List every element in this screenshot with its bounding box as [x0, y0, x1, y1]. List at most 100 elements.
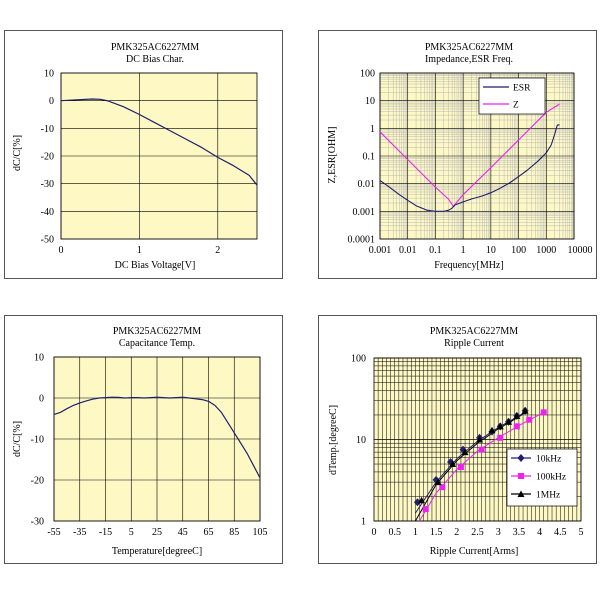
data-point-10khz — [413, 498, 421, 507]
x-tick-label: 5 — [579, 527, 584, 538]
plot-frame — [379, 72, 575, 240]
capacitance-temp-chart: PMK325AC6227MM Capacitance Temp. Tempera… — [12, 326, 268, 557]
x-tick-label: 3 — [496, 527, 501, 538]
x-tick-label: 85 — [229, 527, 239, 538]
x-tick-label: 100 — [511, 245, 526, 256]
data-point-100khz — [513, 423, 520, 430]
legend-z-label: Z — [513, 101, 519, 111]
impedance-chart: PMK325AC6227MM Impedance,ESR Freq. Frequ… — [327, 42, 593, 271]
x-tick-label: 0 — [59, 245, 64, 256]
legend-box — [478, 77, 546, 115]
y-tick-label: -50 — [41, 235, 54, 246]
y-axis-label: Z,ESR[OHM] — [327, 127, 338, 184]
x-axis-label: Ripple Current[Arms] — [430, 546, 519, 557]
legend-10khz-label: 10kHz — [536, 455, 561, 465]
chart-subtitle: DC Bias Char. — [126, 54, 184, 65]
y-tick-label: 10 — [34, 353, 44, 364]
x-tick-label: 0 — [372, 527, 377, 538]
y-tick-label: 0.1 — [363, 152, 376, 163]
y-tick-label: 0.01 — [358, 179, 376, 190]
y-tick-label: -10 — [31, 435, 44, 446]
y-tick-label: -30 — [31, 517, 44, 528]
data-point-1mhz — [434, 478, 442, 486]
y-tick-label: -40 — [41, 207, 54, 218]
data-point-100khz — [478, 446, 485, 453]
y-tick-label: 10 — [44, 69, 54, 80]
x-tick-label: 2.5 — [471, 527, 484, 538]
x-tick-label: 1 — [137, 245, 142, 256]
data-point-1mhz — [418, 496, 426, 504]
y-tick-label: 0.001 — [353, 207, 376, 218]
dc-bias-chart: PMK325AC6227MM DC Bias Char. DC Bias Vol… — [12, 42, 258, 271]
data-point-100khz — [540, 409, 547, 416]
chart-subtitle: Ripple Current — [444, 338, 504, 349]
impedance-chart-panel: PMK325AC6227MM Impedance,ESR Freq. Frequ… — [318, 30, 597, 279]
data-point-100khz — [422, 506, 429, 513]
y-tick-label: 0.0001 — [348, 235, 376, 246]
y-tick-label: 10 — [356, 435, 366, 446]
y-tick-label: 0 — [49, 96, 54, 107]
ripple-current-chart-panel: PMK325AC6227MM Ripple Current Ripple Cur… — [318, 315, 597, 564]
x-tick-label: 1 — [413, 527, 418, 538]
x-tick-label: 0.1 — [429, 245, 442, 256]
x-tick-label: 0.01 — [399, 245, 417, 256]
x-tick-label: 25 — [152, 527, 162, 538]
ripple-current-chart: PMK325AC6227MM Ripple Current Ripple Cur… — [328, 326, 584, 557]
data-point-100khz — [526, 416, 533, 423]
legend-1mhz-label: 1MHz — [536, 491, 560, 501]
x-tick-label: 1000 — [536, 245, 556, 256]
x-tick-label: 4.5 — [554, 527, 567, 538]
y-tick-label: -10 — [41, 124, 54, 135]
chart-title: PMK325AC6227MM — [430, 326, 518, 337]
x-tick-label: 10 — [486, 245, 496, 256]
dc-bias-chart-panel: PMK325AC6227MM DC Bias Char. DC Bias Vol… — [4, 30, 283, 279]
x-tick-label: 0.5 — [388, 527, 401, 538]
y-tick-label: -30 — [41, 179, 54, 190]
legend-100khz-marker — [518, 473, 524, 479]
data-point-100khz — [497, 434, 504, 441]
data-point-1mhz — [476, 436, 484, 443]
x-tick-label: 2 — [454, 527, 459, 538]
data-point-1mhz — [449, 460, 457, 468]
capacitance-temp-curve — [53, 396, 261, 479]
y-axis-label: dC/C[%] — [12, 421, 23, 457]
y-axis-label: dC/C[%] — [12, 135, 23, 171]
x-tick-label: 0.001 — [369, 245, 392, 256]
data-point-1mhz — [496, 422, 504, 430]
y-tick-label: 0 — [39, 394, 44, 405]
chart-subtitle: Capacitance Temp. — [119, 338, 195, 349]
x-tick-label: 2 — [215, 245, 220, 256]
data-point-100khz — [439, 484, 446, 491]
series-esr-line — [379, 124, 560, 212]
y-tick-label: -20 — [31, 476, 44, 487]
x-tick-label: -55 — [47, 527, 60, 538]
x-axis-label: Frequency[MHz] — [434, 260, 503, 271]
chart-title: PMK325AC6227MM — [425, 42, 513, 53]
x-tick-label: 65 — [204, 527, 214, 538]
data-point-1mhz — [521, 407, 529, 414]
series-z-line — [379, 103, 560, 208]
x-tick-label: 1.5 — [430, 527, 443, 538]
plot-frame — [53, 356, 261, 522]
y-axis-label: dTemp.[degreeC] — [328, 405, 339, 475]
x-tick-label: 10000 — [568, 245, 593, 256]
y-tick-label: 100 — [351, 354, 366, 365]
plot-frame — [60, 72, 258, 240]
data-point-1mhz — [461, 448, 469, 456]
chart-title: PMK325AC6227MM — [113, 326, 201, 337]
data-point-10khz — [459, 445, 467, 454]
x-tick-label: 105 — [253, 527, 268, 538]
dc-bias-curve — [60, 98, 258, 186]
legend-1mhz-marker — [517, 490, 525, 497]
plot-frame — [373, 357, 582, 522]
chart-subtitle: Impedance,ESR Freq. — [425, 54, 513, 65]
y-tick-label: -20 — [41, 152, 54, 163]
data-point-100khz — [457, 463, 464, 470]
x-tick-label: 4 — [537, 527, 542, 538]
x-tick-label: -15 — [99, 527, 112, 538]
data-point-1mhz — [513, 412, 521, 419]
x-tick-label: 5 — [129, 527, 134, 538]
x-axis-label: Temperature[degreeC] — [112, 546, 202, 557]
chart-title: PMK325AC6227MM — [111, 42, 199, 53]
data-point-1mhz — [505, 418, 513, 425]
